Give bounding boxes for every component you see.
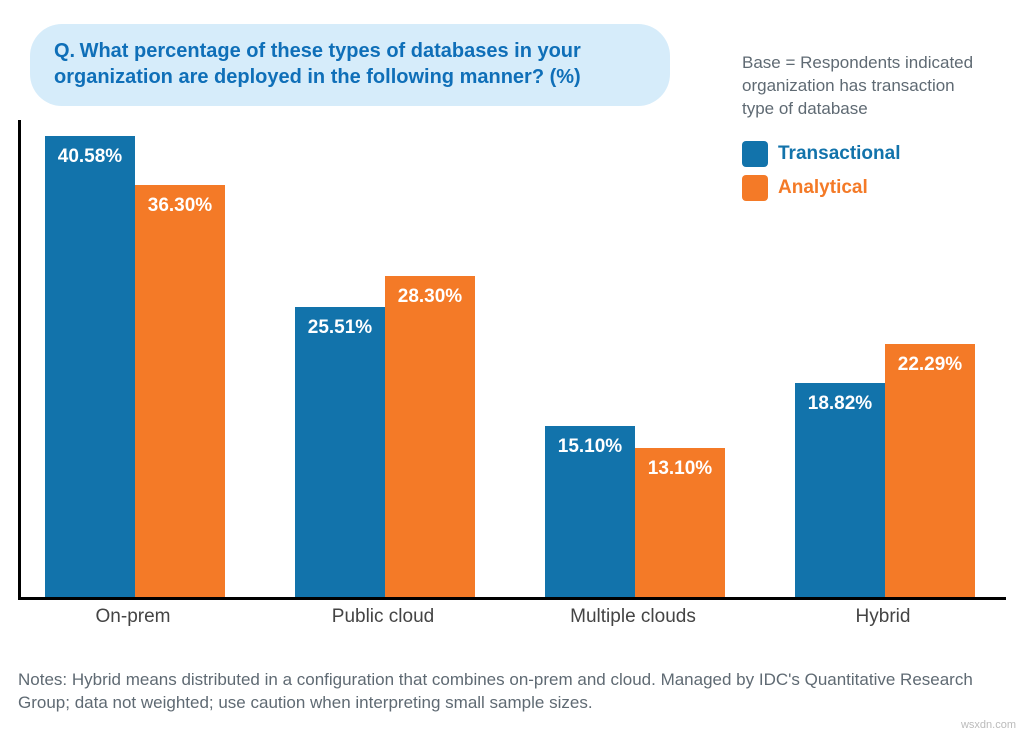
category-labels: On-prem Public cloud Multiple clouds Hybrid [18, 606, 1006, 640]
bar-value-label: 40.58% [45, 146, 135, 168]
bar-value-label: 36.30% [135, 195, 225, 217]
plot-area: 40.58% 36.30% 25.51%28.30% 15.10%13.10% 18.8… [18, 120, 1006, 600]
bar-value-label: 28.30% [385, 286, 475, 308]
bar-group: 25.51%28.30% [295, 276, 477, 597]
question-prefix: Q. [54, 40, 75, 62]
watermark: wsxdn.com [961, 719, 1016, 731]
bar-group: 40.58% 36.30% [45, 136, 227, 597]
category-label: Public cloud [332, 606, 434, 628]
question-pill: Q. What percentage of these types of dat… [30, 24, 670, 106]
bar-transactional: 18.82% [795, 383, 885, 597]
bar-value-label: 18.82% [795, 393, 885, 415]
question-text: What percentage of these types of databa… [54, 40, 581, 88]
bar-transactional: 15.10% [545, 426, 635, 597]
category-label: Multiple clouds [570, 606, 696, 628]
category-label: Hybrid [856, 606, 911, 628]
bar-transactional: 25.51% [295, 307, 385, 597]
bar-value-label: 15.10% [545, 436, 635, 458]
bar-analytical: 36.30% [135, 185, 225, 597]
bar-group: 18.82%22.29% [795, 344, 977, 597]
bar-value-label: 13.10% [635, 458, 725, 480]
bar-transactional: 40.58% [45, 136, 135, 597]
bar-value-label: 22.29% [885, 354, 975, 376]
bar-chart: 40.58% 36.30% 25.51%28.30% 15.10%13.10% 18.8… [18, 120, 1006, 640]
chart-page: { "question": { "prefix": "Q.", "text": … [0, 0, 1024, 733]
footer-notes: Notes: Hybrid means distributed in a con… [18, 669, 1006, 715]
bar-analytical: 22.29% [885, 344, 975, 597]
bar-analytical: 28.30% [385, 276, 475, 597]
category-label: On-prem [96, 606, 171, 628]
base-note: Base = Respondents indicated organizatio… [742, 52, 990, 121]
bar-analytical: 13.10% [635, 448, 725, 597]
bar-group: 15.10%13.10% [545, 426, 727, 597]
bar-value-label: 25.51% [295, 317, 385, 339]
